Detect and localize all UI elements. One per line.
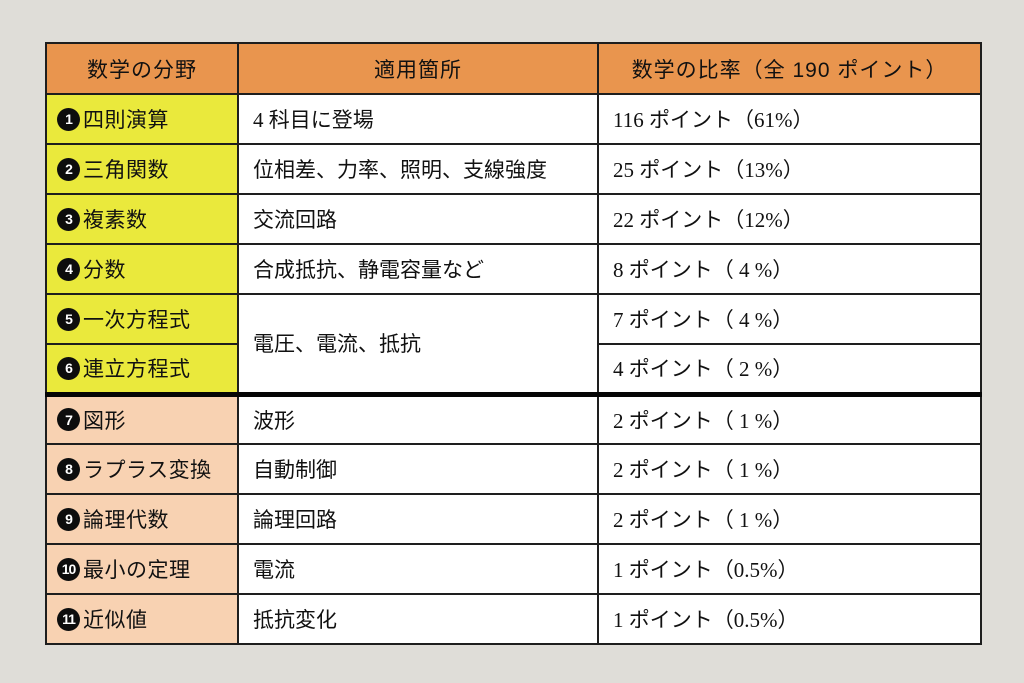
row-number-badge: 3 (57, 207, 80, 231)
field-label: 分数 (83, 259, 126, 282)
usage-cell-7: 波形 (237, 391, 599, 445)
usage-cell-10: 電流 (237, 543, 599, 595)
usage-cell-5-6-merged: 電圧、電流、抵抗 (237, 293, 599, 395)
row-number-badge: 7 (57, 408, 80, 432)
points-cell-9: 2 ポイント（ 1 %） (597, 493, 982, 545)
usage-cell-11: 抵抗変化 (237, 593, 599, 645)
row-number-badge: 8 (57, 457, 80, 481)
row-number-badge: 1 (57, 107, 80, 131)
table-row-9: 9 論理代数 論理回路 2 ポイント（ 1 %） (45, 493, 982, 545)
table-row-2: 2 三角関数 位相差、力率、照明、支線強度 25 ポイント（13%） (45, 143, 982, 195)
points-cell-10: 1 ポイント（0.5%） (597, 543, 982, 595)
field-cell-10: 10 最小の定理 (45, 543, 239, 595)
points-cell-6: 4 ポイント（ 2 %） (597, 343, 982, 395)
field-cell-11: 11 近似値 (45, 593, 239, 645)
table-row-1: 1 四則演算 4 科目に登場 116 ポイント（61%） (45, 93, 982, 145)
usage-cell-8: 自動制御 (237, 443, 599, 495)
header-usage: 適用箇所 (237, 42, 599, 95)
field-label: 論理代数 (83, 509, 169, 532)
usage-cell-9: 論理回路 (237, 493, 599, 545)
field-label: 最小の定理 (83, 559, 191, 582)
points-cell-1: 116 ポイント（61%） (597, 93, 982, 145)
row-number-badge: 11 (57, 607, 80, 631)
row-number-badge: 4 (57, 257, 80, 281)
table-row-11: 11 近似値 抵抗変化 1 ポイント（0.5%） (45, 593, 982, 645)
field-cell-6: 6 連立方程式 (45, 343, 239, 395)
math-ratio-table-container: 数学の分野 適用箇所 数学の比率（全 190 ポイント） 1 四則演算 4 科目に… (45, 42, 982, 645)
field-cell-1: 1 四則演算 (45, 93, 239, 145)
usage-cell-1: 4 科目に登場 (237, 93, 599, 145)
points-cell-2: 25 ポイント（13%） (597, 143, 982, 195)
usage-cell-3: 交流回路 (237, 193, 599, 245)
field-cell-2: 2 三角関数 (45, 143, 239, 195)
points-cell-3: 22 ポイント（12%） (597, 193, 982, 245)
row-number-badge: 5 (57, 307, 80, 331)
header-points: 数学の比率（全 190 ポイント） (597, 42, 982, 95)
field-label: 連立方程式 (83, 358, 191, 382)
field-label: 複素数 (83, 209, 148, 232)
field-cell-7: 7 図形 (45, 391, 239, 445)
header-field: 数学の分野 (45, 42, 239, 95)
points-cell-11: 1 ポイント（0.5%） (597, 593, 982, 645)
field-cell-5: 5 一次方程式 (45, 293, 239, 345)
field-cell-8: 8 ラプラス変換 (45, 443, 239, 495)
row-number-badge: 2 (57, 157, 80, 181)
field-cell-9: 9 論理代数 (45, 493, 239, 545)
points-cell-5: 7 ポイント（ 4 %） (597, 293, 982, 345)
table-row-4: 4 分数 合成抵抗、静電容量など 8 ポイント（ 4 %） (45, 243, 982, 295)
usage-cell-4: 合成抵抗、静電容量など (237, 243, 599, 295)
table-row-5: 5 一次方程式 電圧、電流、抵抗 7 ポイント（ 4 %） (45, 293, 982, 395)
table-row-3: 3 複素数 交流回路 22 ポイント（12%） (45, 193, 982, 245)
usage-cell-2: 位相差、力率、照明、支線強度 (237, 143, 599, 195)
row-number-badge: 6 (57, 356, 80, 380)
field-label: 一次方程式 (83, 309, 191, 332)
field-label: 四則演算 (83, 109, 169, 132)
points-cell-4: 8 ポイント（ 4 %） (597, 243, 982, 295)
points-cell-8: 2 ポイント（ 1 %） (597, 443, 982, 495)
table-row-8: 8 ラプラス変換 自動制御 2 ポイント（ 1 %） (45, 443, 982, 495)
table-row-10: 10 最小の定理 電流 1 ポイント（0.5%） (45, 543, 982, 595)
field-label: 近似値 (83, 609, 148, 632)
field-cell-3: 3 複素数 (45, 193, 239, 245)
math-fields-table: 数学の分野 適用箇所 数学の比率（全 190 ポイント） 1 四則演算 4 科目に… (45, 42, 982, 645)
field-label: 三角関数 (83, 159, 169, 182)
table-row-7: 7 図形 波形 2 ポイント（ 1 %） (45, 391, 982, 445)
table-row-6: 6 連立方程式 4 ポイント（ 2 %） (45, 343, 982, 395)
field-cell-4: 4 分数 (45, 243, 239, 295)
points-cell-7: 2 ポイント（ 1 %） (597, 391, 982, 445)
row-number-badge: 9 (57, 507, 80, 531)
field-label: 図形 (83, 409, 126, 433)
field-label: ラプラス変換 (83, 459, 212, 482)
row-number-badge: 10 (57, 557, 80, 581)
header-row: 数学の分野 適用箇所 数学の比率（全 190 ポイント） (45, 42, 982, 95)
